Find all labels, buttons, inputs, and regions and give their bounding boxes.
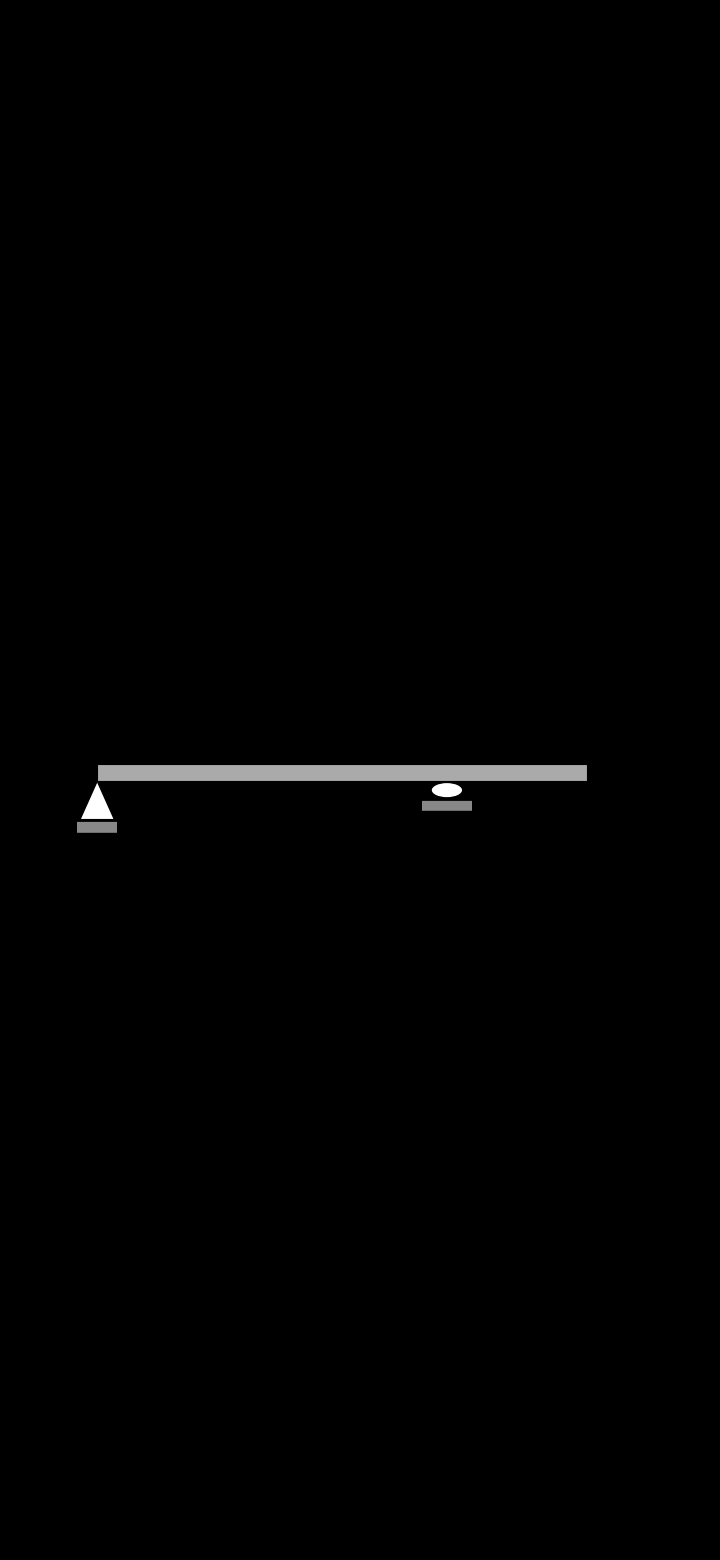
Text: using the moment-area: using the moment-area xyxy=(497,541,675,555)
Text: and: and xyxy=(620,596,657,610)
Text: A: A xyxy=(78,747,89,763)
Text: is constant.: is constant. xyxy=(469,596,563,610)
Bar xyxy=(422,799,472,811)
Text: EI: EI xyxy=(454,596,467,610)
Text: 5 m: 5 m xyxy=(346,839,372,852)
Text: Determine the slope at the A for the beam shown in: Determine the slope at the A for the bea… xyxy=(91,541,479,555)
Text: 15 kN/m: 15 kN/m xyxy=(495,696,554,710)
Text: Fig. 3: Fig. 3 xyxy=(648,746,683,758)
Text: 180 kN: 180 kN xyxy=(248,672,297,686)
Text: 5 m: 5 m xyxy=(172,839,197,852)
Text: C: C xyxy=(451,785,461,800)
Text: Q. 3: Q. 3 xyxy=(32,541,66,555)
Text: E: E xyxy=(546,596,556,610)
Bar xyxy=(97,764,587,782)
Text: I: I xyxy=(649,596,653,610)
Text: =: = xyxy=(656,596,672,610)
Text: 2,340 (10⁶)mm⁴.: 2,340 (10⁶)mm⁴. xyxy=(91,649,212,665)
Text: B: B xyxy=(267,791,277,807)
Text: Fig. 3: Fig. 3 xyxy=(457,541,503,555)
Text: = 70: = 70 xyxy=(555,596,600,610)
Polygon shape xyxy=(80,782,114,819)
Text: D: D xyxy=(593,785,604,800)
Text: GPa: GPa xyxy=(595,596,625,610)
Text: 4 m: 4 m xyxy=(504,839,530,852)
Text: method. Also, determine the deflections at B and D.: method. Also, determine the deflections … xyxy=(91,596,478,610)
Bar xyxy=(78,819,117,833)
Circle shape xyxy=(431,783,463,797)
